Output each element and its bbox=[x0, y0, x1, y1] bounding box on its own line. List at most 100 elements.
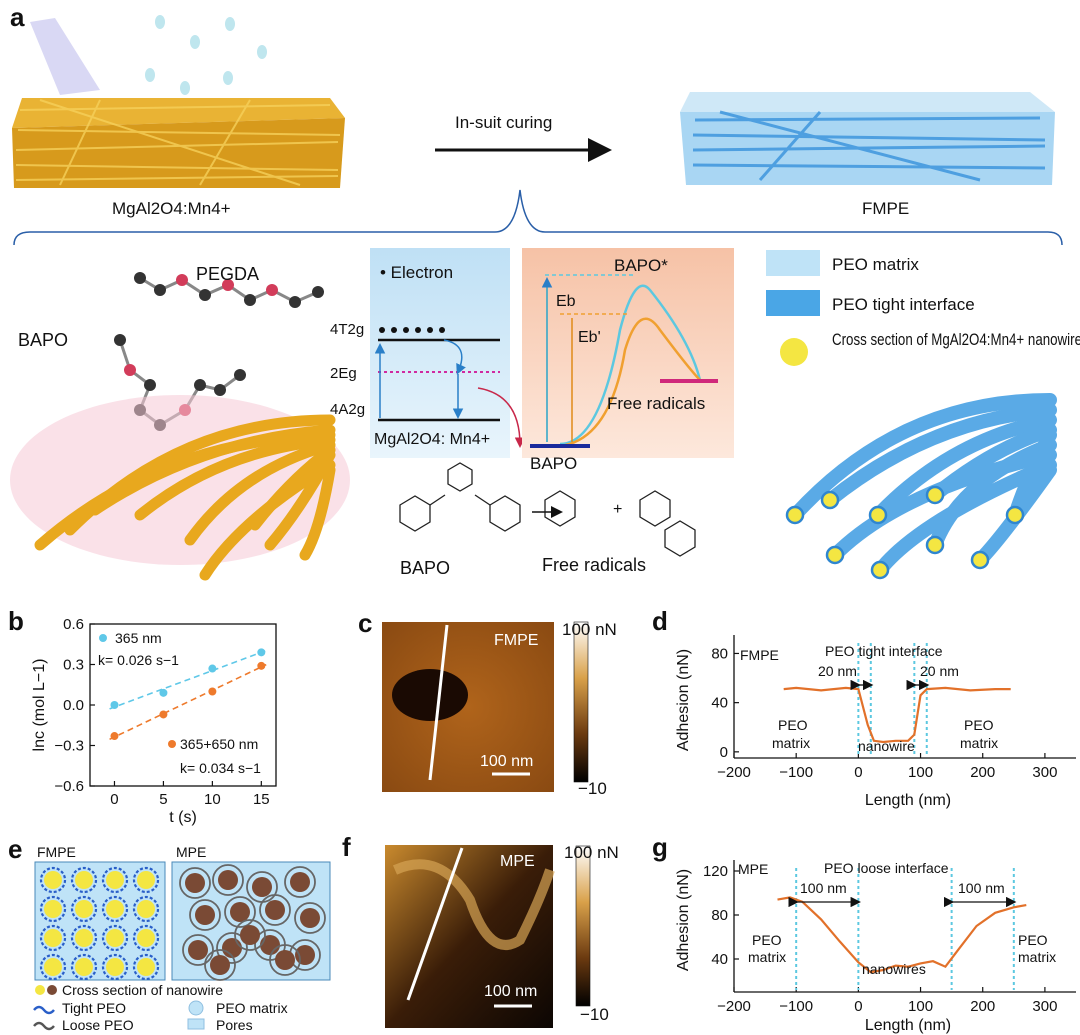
nanowire-cross-section bbox=[275, 950, 295, 970]
relax-arrow bbox=[443, 339, 466, 375]
y-tick-label: 0.6 bbox=[63, 616, 84, 633]
panel-b-letter: b bbox=[8, 606, 24, 636]
data-point-series-2 bbox=[110, 732, 119, 741]
loose-peo-shell bbox=[179, 867, 211, 899]
y-tick-label: 0.3 bbox=[63, 657, 84, 674]
chart-d-matrix-right-2: matrix bbox=[960, 735, 998, 751]
legend-peo-matrix-swatch bbox=[766, 250, 820, 276]
nanowire-cross-section bbox=[185, 873, 205, 893]
nanowire-cross-section bbox=[137, 871, 155, 889]
panel-e-letter: e bbox=[8, 834, 22, 864]
e-legend-matrix: PEO matrix bbox=[216, 1000, 288, 1016]
yellow-nanowires-illustration bbox=[10, 395, 350, 581]
catalyzed-curve bbox=[559, 317, 701, 448]
tight-peo-shell bbox=[101, 924, 129, 952]
x-tick-label: 15 bbox=[253, 791, 270, 808]
tight-peo-shell bbox=[101, 895, 129, 923]
tight-peo-shell bbox=[101, 866, 129, 894]
x-tick-label: −100 bbox=[779, 764, 813, 781]
legend-nanowire-yellow-icon bbox=[35, 985, 45, 995]
y-tick-label: 0 bbox=[720, 744, 728, 761]
chart-d-ticks: −200 −100 0 100 200 300 0 40 80 bbox=[711, 635, 1076, 781]
afm-f-label: MPE bbox=[500, 853, 535, 870]
level-2eg-label: 2Eg bbox=[330, 365, 357, 382]
colorbar-f-min: −10 bbox=[580, 1005, 609, 1024]
chart-g-matrix-left-2: matrix bbox=[748, 949, 786, 965]
chart-g-ticks: −200 −100 0 100 200 300 40 80 120 bbox=[703, 860, 1076, 1015]
tight-peo-shell bbox=[70, 866, 98, 894]
panel-c-letter: c bbox=[358, 608, 372, 638]
nanowire-cross-section bbox=[106, 871, 124, 889]
peo-matrix-icon bbox=[188, 1000, 204, 1016]
host-label: MgAl2O4: Mn4+ bbox=[374, 431, 490, 448]
panel-a: a MgAl2O4:Mn4+ In-suit curing bbox=[10, 2, 1080, 581]
nanowire-cross-section bbox=[252, 877, 272, 897]
nanowire-cross-section bbox=[260, 935, 280, 955]
tight-peo-shell bbox=[132, 924, 160, 952]
adhesion-profile-line bbox=[783, 686, 1011, 744]
panel-d: d −200 −100 0 100 200 300 0 40 80 Length (nm) Ad… bbox=[652, 606, 1076, 809]
nanowire-cross-section bbox=[106, 900, 124, 918]
colorbar-c-min: −10 bbox=[578, 779, 607, 798]
colorbar-c-max: 100 nN bbox=[562, 620, 617, 639]
nanowire-cross-section bbox=[137, 929, 155, 947]
tight-peo-shell bbox=[70, 895, 98, 923]
pegda-label: PEGDA bbox=[196, 264, 259, 284]
e-legend-tight: Tight PEO bbox=[62, 1000, 126, 1016]
host-energy-box bbox=[370, 248, 510, 458]
y-tick-label: 0.0 bbox=[63, 697, 84, 714]
arrow-label: In-suit curing bbox=[455, 113, 552, 132]
loose-peo-icon bbox=[33, 1021, 55, 1031]
nanowire-cross-section bbox=[75, 958, 93, 976]
tight-peo-shell bbox=[39, 924, 67, 952]
fmpe-slab-illustration bbox=[680, 92, 1055, 185]
y-tick-label: 80 bbox=[711, 645, 728, 662]
nanowire-cross-section bbox=[44, 958, 62, 976]
fmpe-schematic-title: FMPE bbox=[37, 844, 76, 860]
x-tick-label: −200 bbox=[717, 998, 751, 1015]
nanowire-cross-section bbox=[195, 905, 215, 925]
data-point-series-1 bbox=[208, 664, 217, 673]
afm-c-scale-text: 100 nm bbox=[480, 753, 533, 770]
loose-peo-shell bbox=[284, 866, 316, 898]
chart-b-series1-k: k= 0.026 s−1 bbox=[98, 652, 179, 668]
chart-g-width-left: 100 nm bbox=[800, 880, 847, 896]
loose-peo-shell bbox=[269, 944, 301, 976]
chart-b-ticks: 0 5 10 15 −0.6 −0.3 0.0 0.3 0.6 bbox=[54, 616, 269, 808]
legend-nanowire-label: Cross section of MgAl2O4:Mn4+ nanowire bbox=[832, 330, 1080, 349]
nanowire-cross-section bbox=[218, 870, 238, 890]
reaction-plus: + bbox=[613, 501, 622, 518]
products-label: Free radicals bbox=[542, 555, 646, 575]
chart-d-ylabel: Adhesion (nN) bbox=[675, 649, 692, 751]
nanowire-cross-section bbox=[210, 955, 230, 975]
adhesion-profile-line bbox=[777, 896, 1027, 974]
trend-line-series-2 bbox=[109, 663, 267, 741]
tight-peo-shell bbox=[101, 953, 129, 981]
nanowire-cross-section bbox=[44, 929, 62, 947]
tight-peo-shell bbox=[132, 866, 160, 894]
colorbar-c bbox=[573, 621, 589, 783]
tight-peo-shell bbox=[39, 953, 67, 981]
electron-label: • Electron bbox=[380, 263, 453, 282]
zoom-brace bbox=[13, 189, 1063, 246]
x-tick-label: −100 bbox=[779, 998, 813, 1015]
bapo-energy-box bbox=[522, 248, 734, 458]
chart-d-matrix-left-2: matrix bbox=[772, 735, 810, 751]
tight-peo-shell bbox=[132, 953, 160, 981]
panel-d-letter: d bbox=[652, 606, 668, 636]
legend-peo-matrix-label: PEO matrix bbox=[832, 255, 919, 274]
data-point-series-2 bbox=[257, 661, 266, 670]
y-tick-label: −0.3 bbox=[54, 738, 84, 755]
chart-g-matrix-right-2: matrix bbox=[1018, 949, 1056, 965]
y-tick-label: 80 bbox=[711, 907, 728, 924]
data-point-series-2 bbox=[208, 687, 217, 696]
e-legend-loose: Loose PEO bbox=[62, 1017, 134, 1033]
y-tick-label: 120 bbox=[703, 863, 728, 880]
x-tick-label: 200 bbox=[970, 764, 995, 781]
droplets-illustration bbox=[145, 15, 267, 95]
loose-peo-shell bbox=[294, 902, 326, 934]
x-tick-label: 0 bbox=[110, 791, 118, 808]
nanowire-cross-section bbox=[44, 900, 62, 918]
afm-nanowire-region bbox=[392, 669, 468, 721]
